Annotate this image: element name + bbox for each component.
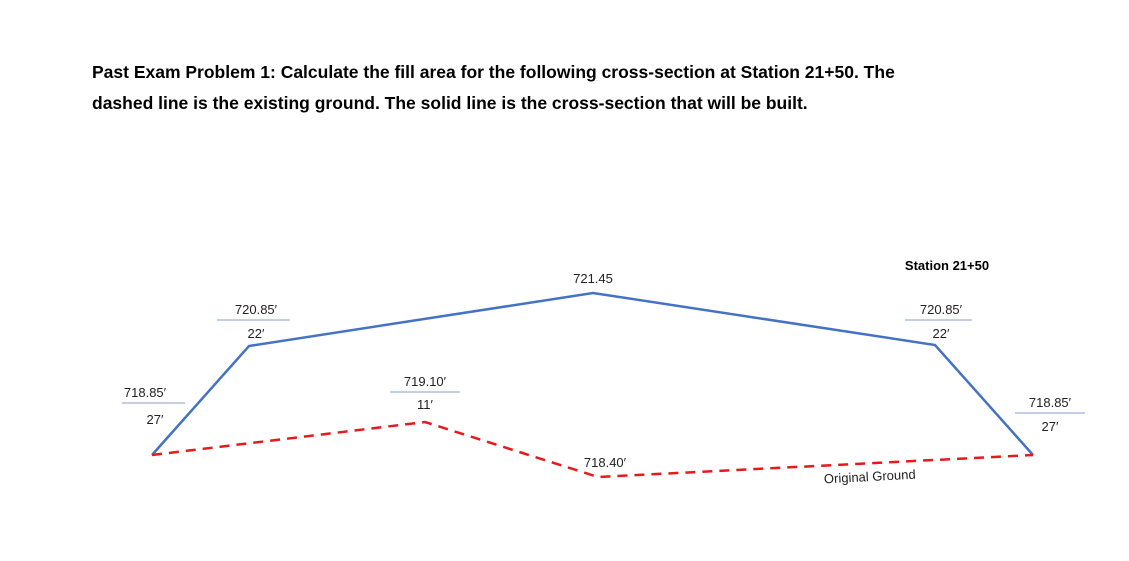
elevation: 718.40′ <box>584 455 627 470</box>
problem-line: Past Exam Problem 1: Calculate the fill … <box>92 62 895 82</box>
elevation: 719.10′ <box>404 374 447 389</box>
ground-label: Original Ground <box>824 467 916 487</box>
offset: 27′ <box>147 412 164 427</box>
design-section <box>151 291 1034 456</box>
elevation: 721.45 <box>573 271 613 286</box>
elevation: 720.85′ <box>920 302 963 317</box>
offset: 22′ <box>933 326 950 341</box>
offset: 11′ <box>417 397 433 412</box>
existing-ground <box>151 420 1034 479</box>
elevation: 718.85′ <box>124 385 167 400</box>
station-label: Station 21+50 <box>905 258 989 273</box>
elevation: 720.85′ <box>235 302 278 317</box>
offset: 22′ <box>248 326 265 341</box>
offset: 27′ <box>1042 419 1059 434</box>
elevation: 718.85′ <box>1029 395 1072 410</box>
problem-line: dashed line is the existing ground. The … <box>92 93 808 113</box>
